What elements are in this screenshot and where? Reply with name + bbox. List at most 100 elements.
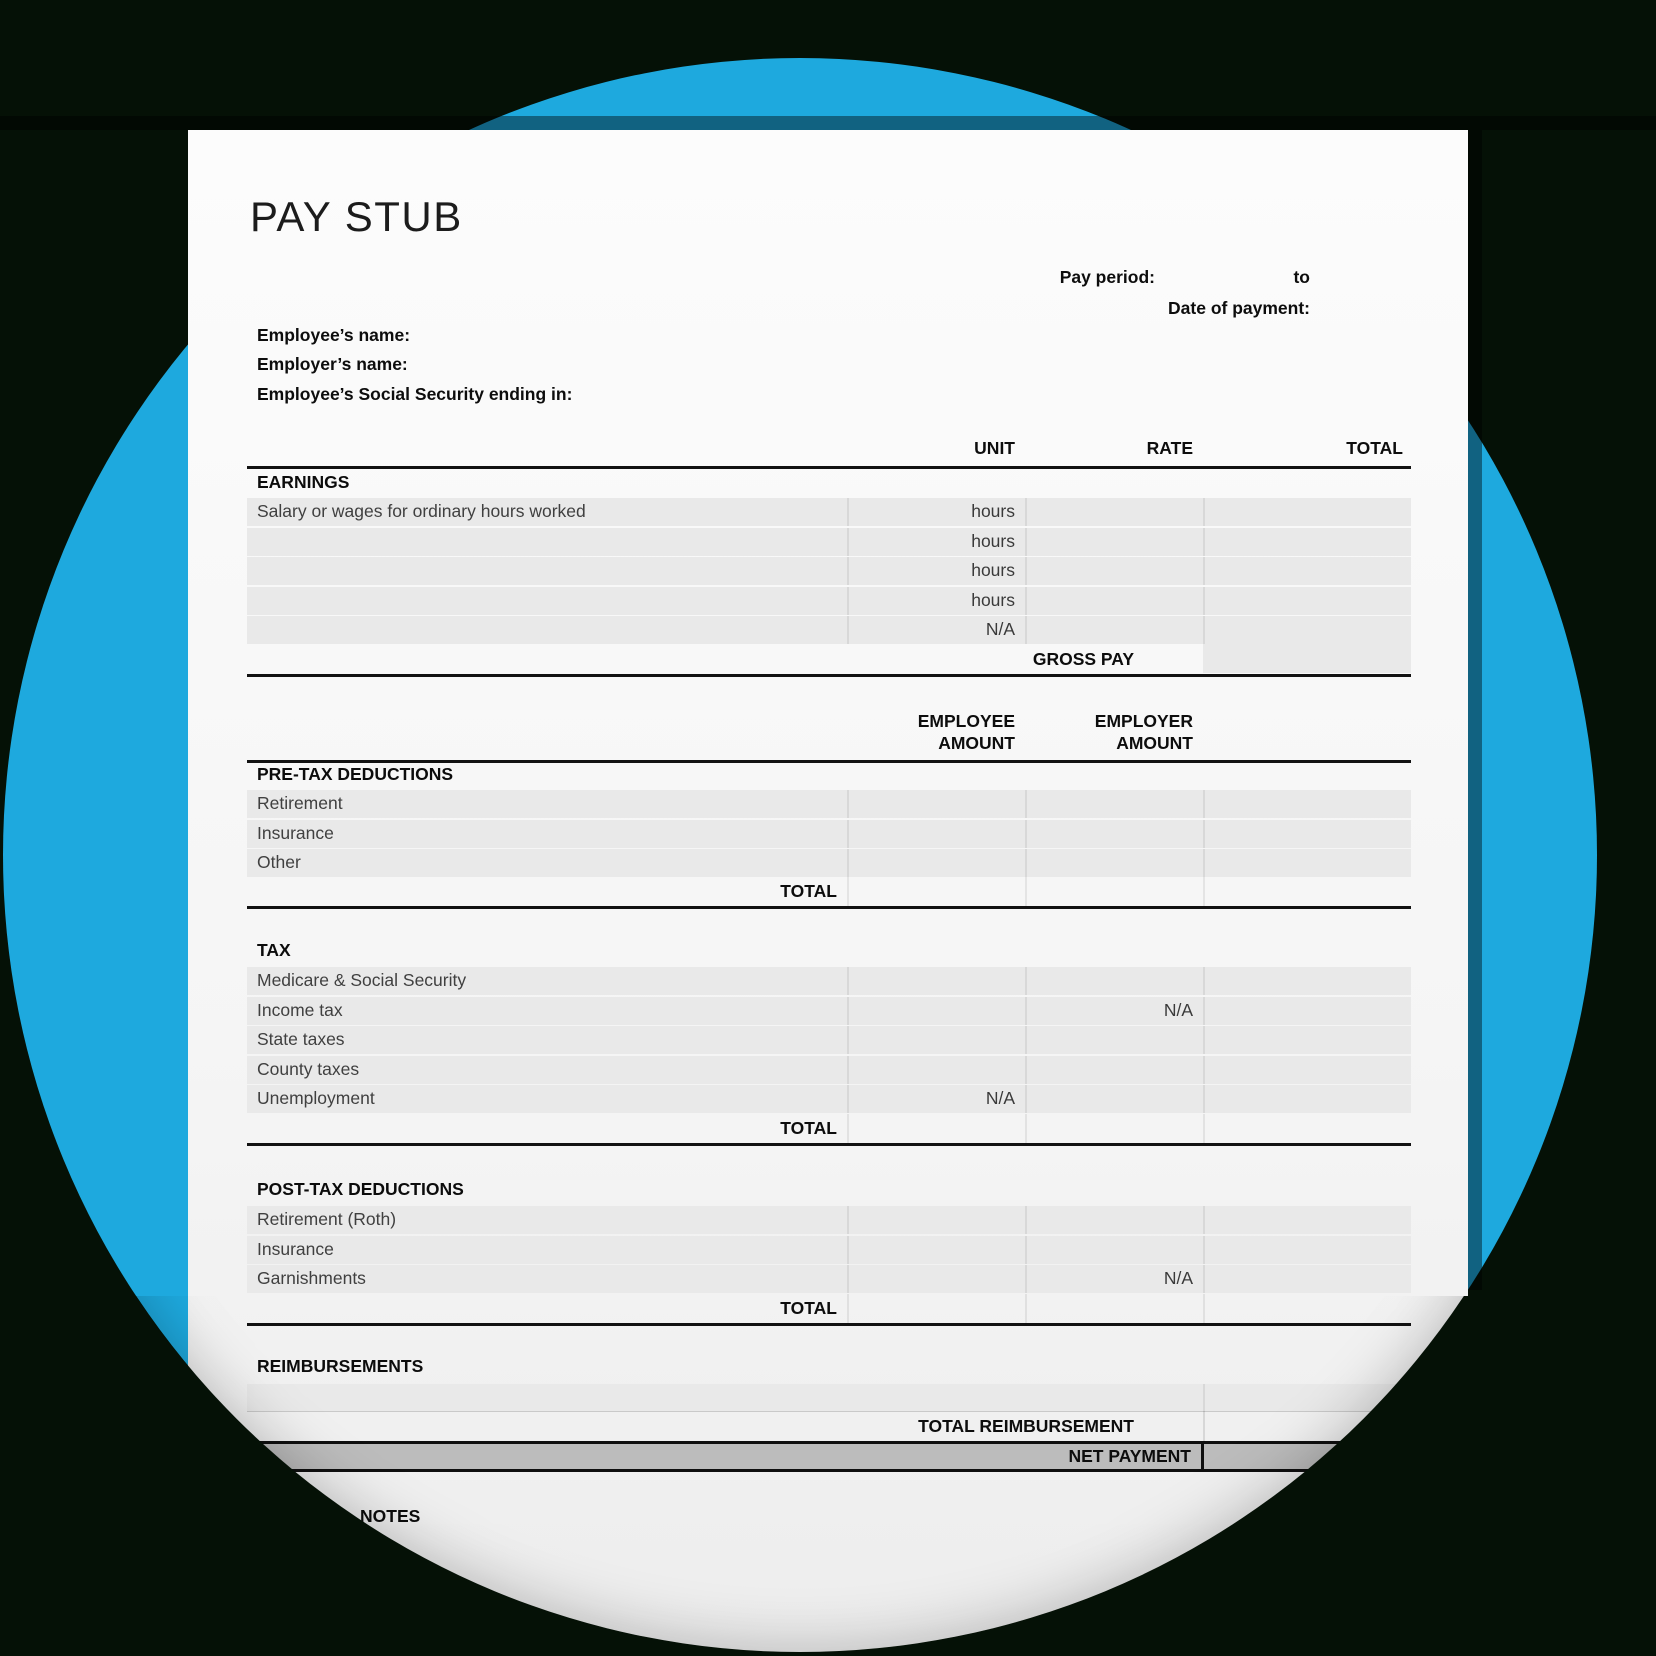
column-divider bbox=[1025, 967, 1027, 995]
column-divider bbox=[1025, 790, 1027, 818]
column-divider bbox=[847, 1055, 849, 1084]
row-label: Garnishments bbox=[257, 1268, 366, 1288]
employee-amount-header-line1: EMPLOYEE bbox=[917, 711, 1015, 731]
column-divider bbox=[1203, 1411, 1205, 1441]
column-divider bbox=[1203, 996, 1205, 1025]
column-divider bbox=[1203, 967, 1205, 995]
na-cell: N/A bbox=[1163, 999, 1193, 1020]
column-divider bbox=[847, 527, 849, 556]
net-payment-label: NET PAYMENT bbox=[1068, 1446, 1191, 1466]
notes-section-header: NOTES bbox=[360, 1506, 421, 1526]
column-divider bbox=[1025, 616, 1027, 644]
column-divider bbox=[1203, 790, 1205, 818]
employer-name-label: Employer’s name: bbox=[257, 354, 408, 374]
column-header-total: TOTAL bbox=[1346, 438, 1403, 458]
tax-total-row: TOTAL bbox=[247, 1114, 1411, 1143]
table-row: hours bbox=[247, 586, 1411, 615]
pay-period-to-label: to bbox=[1293, 267, 1310, 287]
employee-name-label: Employee’s name: bbox=[257, 325, 411, 345]
column-divider bbox=[847, 1085, 849, 1113]
column-divider bbox=[847, 819, 849, 848]
column-divider bbox=[847, 1206, 849, 1234]
page-top-shadow bbox=[0, 116, 1656, 130]
unit-cell: N/A bbox=[985, 619, 1015, 639]
column-divider bbox=[1203, 616, 1205, 644]
column-divider bbox=[1203, 1265, 1205, 1293]
page-right-shadow bbox=[1468, 130, 1482, 1290]
column-divider bbox=[1025, 1055, 1027, 1084]
employer-amount-header-line1: EMPLOYER bbox=[1094, 711, 1193, 731]
row-label: County taxes bbox=[257, 1058, 360, 1079]
row-label: Medicare & Social Security bbox=[257, 970, 467, 990]
earnings-section-header: EARNINGS bbox=[257, 472, 350, 492]
column-header-rate: RATE bbox=[1146, 438, 1193, 458]
column-divider bbox=[1203, 557, 1205, 585]
na-cell: N/A bbox=[1163, 1268, 1193, 1288]
divider-line bbox=[247, 1143, 1411, 1146]
table-row: hours bbox=[247, 557, 1411, 585]
tax-total-label: TOTAL bbox=[780, 1118, 837, 1138]
table-row: Insurance bbox=[247, 1235, 1411, 1264]
employee-amount-header-line2: AMOUNT bbox=[938, 733, 1015, 753]
table-row: Retirement bbox=[247, 790, 1411, 818]
row-label: Other bbox=[257, 852, 301, 872]
divider-line bbox=[247, 1323, 1411, 1326]
table-row: hours bbox=[247, 527, 1411, 556]
column-divider bbox=[1025, 849, 1027, 877]
divider-line bbox=[247, 1411, 1411, 1412]
column-divider bbox=[847, 1265, 849, 1293]
pay-period-label: Pay period: bbox=[1059, 267, 1155, 287]
row-label: Unemployment bbox=[257, 1088, 375, 1108]
column-divider bbox=[1025, 1235, 1027, 1264]
divider-line bbox=[247, 906, 1411, 909]
pre-tax-total-row: TOTAL bbox=[247, 877, 1411, 906]
post-tax-section-header: POST-TAX DEDUCTIONS bbox=[257, 1179, 464, 1199]
row-label: Salary or wages for ordinary hours worke… bbox=[257, 501, 586, 521]
row-label: Retirement bbox=[257, 793, 343, 813]
row-label: Insurance bbox=[257, 822, 334, 843]
unit-cell: hours bbox=[971, 560, 1015, 580]
column-divider bbox=[847, 849, 849, 877]
column-divider bbox=[1203, 1206, 1205, 1234]
column-divider bbox=[1025, 557, 1027, 585]
unit-cell: hours bbox=[971, 501, 1015, 521]
divider-line bbox=[247, 674, 1411, 677]
column-divider bbox=[1025, 1206, 1027, 1234]
employer-amount-header-line2: AMOUNT bbox=[1116, 733, 1193, 753]
column-divider bbox=[1025, 1026, 1027, 1054]
column-divider bbox=[1203, 1055, 1205, 1084]
pre-tax-section-header: PRE-TAX DEDUCTIONS bbox=[257, 764, 454, 784]
column-divider bbox=[1203, 849, 1205, 877]
column-divider bbox=[1203, 1026, 1205, 1054]
column-divider bbox=[847, 586, 849, 615]
total-reimbursement-label: TOTAL REIMBURSEMENT bbox=[918, 1416, 1134, 1436]
column-divider bbox=[1025, 527, 1027, 556]
table-row: Medicare & Social Security bbox=[247, 967, 1411, 995]
table-row: N/A bbox=[247, 616, 1411, 644]
column-divider bbox=[1025, 498, 1027, 526]
table-row: Garnishments N/A bbox=[247, 1265, 1411, 1293]
table-row: Unemployment N/A bbox=[247, 1085, 1411, 1113]
divider-line bbox=[247, 466, 1411, 469]
post-tax-total-row: TOTAL bbox=[247, 1294, 1411, 1323]
table-row: Other bbox=[247, 849, 1411, 877]
net-payment-row: NET PAYMENT bbox=[247, 1441, 1411, 1472]
date-of-payment-label: Date of payment: bbox=[1168, 298, 1310, 318]
column-divider bbox=[1025, 586, 1027, 615]
table-row: Insurance bbox=[247, 819, 1411, 848]
table-row: State taxes bbox=[247, 1026, 1411, 1054]
row-label: Insurance bbox=[257, 1238, 334, 1259]
column-divider bbox=[847, 498, 849, 526]
table-row: County taxes bbox=[247, 1055, 1411, 1084]
na-cell: N/A bbox=[985, 1088, 1015, 1108]
table-row: Salary or wages for ordinary hours worke… bbox=[247, 498, 1411, 526]
column-divider bbox=[847, 996, 849, 1025]
reimbursements-section-header: REIMBURSEMENTS bbox=[257, 1356, 424, 1376]
column-divider bbox=[847, 1026, 849, 1054]
column-divider bbox=[847, 616, 849, 644]
column-divider bbox=[1025, 1265, 1027, 1293]
pay-stub-document: PAY STUB Pay period: to Date of payment:… bbox=[188, 130, 1468, 1656]
row-label: State taxes bbox=[257, 1029, 345, 1049]
column-header-unit: UNIT bbox=[974, 438, 1015, 458]
